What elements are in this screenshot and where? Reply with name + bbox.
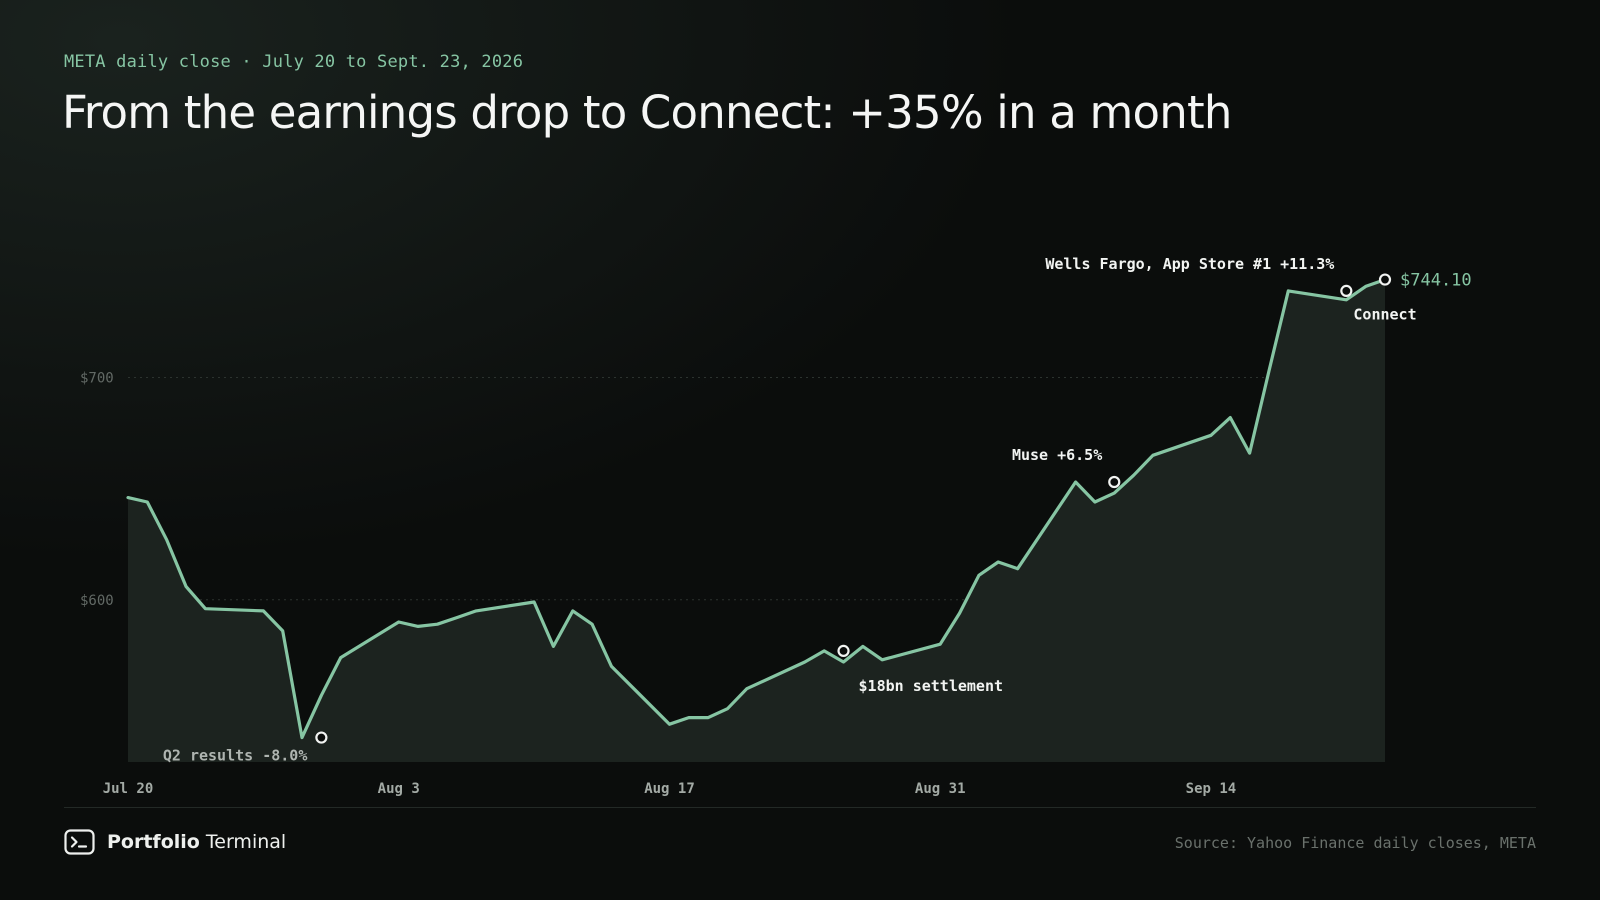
brand-name: Portfolio Terminal <box>107 831 286 853</box>
annotation-label: Q2 results -8.0% <box>163 747 308 765</box>
y-tick-label: $700 <box>80 371 114 387</box>
price-line <box>126 278 1387 740</box>
x-tick-label: Aug 31 <box>915 781 966 797</box>
annotation-marker <box>837 644 850 657</box>
annotation-label: Connect <box>1353 306 1416 324</box>
source-note: Source: Yahoo Finance daily closes, META <box>1174 834 1536 852</box>
annotation-marker <box>1378 273 1392 286</box>
terminal-prompt-icon <box>64 829 95 855</box>
annotation-marker <box>1340 284 1353 297</box>
footer-divider <box>64 807 1536 808</box>
annotation-label: Wells Fargo, App Store #1 +11.3% <box>1045 255 1334 273</box>
axis-ticks: $700 $600 Jul 20 Aug 3 Aug 17 Aug 31 Sep 14 <box>80 371 1236 797</box>
x-tick-label: Sep 14 <box>1186 781 1237 797</box>
x-tick-label: Aug 17 <box>644 781 695 797</box>
annotation-label: $18bn settlement <box>859 677 1004 695</box>
y-tick-label: $600 <box>80 593 114 609</box>
chart-title: From the earnings drop to Connect: +35% … <box>62 86 1232 139</box>
annotation-label: Muse +6.5% <box>1012 446 1102 464</box>
x-tick-label: Aug 3 <box>378 781 420 797</box>
annotations: Q2 results -8.0% $18bn settlement Muse +6.… <box>163 255 1472 765</box>
annotation-marker <box>1108 475 1121 489</box>
brand-name-strong: Portfolio <box>107 831 200 853</box>
brand-name-light: Terminal <box>205 831 287 853</box>
x-tick-label: Jul 20 <box>103 781 154 797</box>
chart-kicker: META daily close · July 20 to Sept. 23, … <box>64 52 524 72</box>
last-value-label: $744.10 <box>1400 271 1472 291</box>
price-area <box>128 279 1385 762</box>
annotation-marker <box>315 731 328 744</box>
brand: Portfolio Terminal <box>64 829 286 855</box>
